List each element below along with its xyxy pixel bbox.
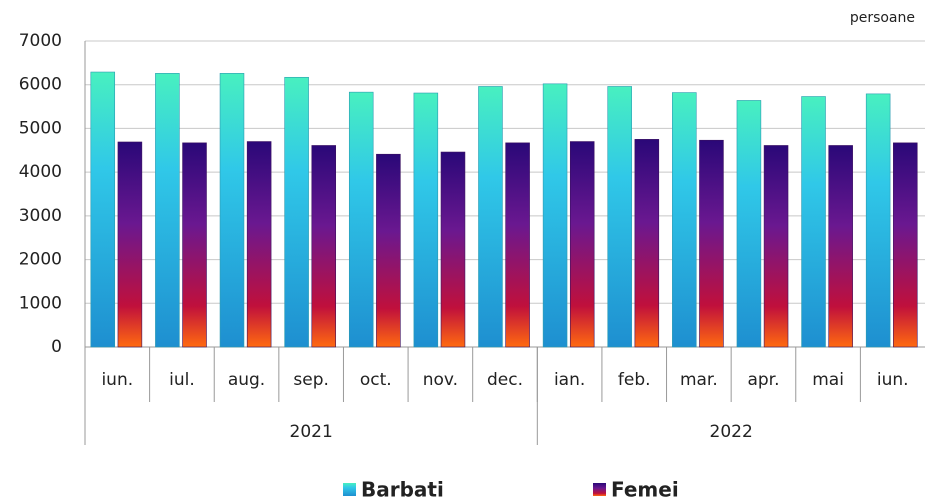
x-tick-label: oct. xyxy=(360,370,392,390)
bar xyxy=(246,141,272,348)
group-label: 2022 xyxy=(710,422,753,442)
bar xyxy=(376,153,401,348)
x-tick-label: mai xyxy=(812,370,844,390)
bar xyxy=(634,139,660,348)
unit-label: persoane xyxy=(850,10,915,26)
bar xyxy=(736,100,762,348)
bar xyxy=(182,142,207,348)
x-tick-label: nov. xyxy=(423,370,458,390)
x-tick-label: iul. xyxy=(169,370,195,390)
x-tick-label: dec. xyxy=(487,370,523,390)
bar xyxy=(219,73,245,348)
bar xyxy=(763,145,789,348)
x-tick-label: iun. xyxy=(101,370,133,390)
legend-swatch xyxy=(343,483,356,496)
bar xyxy=(828,145,853,348)
y-tick-label: 1000 xyxy=(19,293,62,313)
y-tick-label: 0 xyxy=(51,337,62,357)
legend-swatch xyxy=(593,483,606,496)
bar xyxy=(607,86,632,348)
bar xyxy=(672,92,697,348)
group-label: 2021 xyxy=(290,422,333,442)
bar xyxy=(801,96,826,348)
legend-label: Femei xyxy=(611,478,679,502)
bar xyxy=(284,76,309,348)
bar xyxy=(155,73,180,348)
x-tick-label: apr. xyxy=(747,370,779,390)
bar xyxy=(90,71,116,348)
bar xyxy=(440,151,466,348)
x-tick-label: feb. xyxy=(618,370,651,390)
bar xyxy=(348,91,374,348)
bar xyxy=(505,142,530,348)
y-tick-label: 7000 xyxy=(19,31,62,51)
y-tick-label: 2000 xyxy=(19,250,62,270)
y-tick-label: 4000 xyxy=(19,162,62,182)
bar xyxy=(893,142,918,348)
x-tick-label: sep. xyxy=(293,370,329,390)
y-tick-label: 3000 xyxy=(19,206,62,226)
x-tick-label: ian. xyxy=(554,370,585,390)
y-tick-label: 5000 xyxy=(19,118,62,138)
legend-label: Barbati xyxy=(361,478,444,502)
bar xyxy=(413,92,439,348)
bar xyxy=(865,93,891,348)
bar xyxy=(117,141,143,348)
bar xyxy=(542,83,568,348)
x-tick-label: aug. xyxy=(228,370,265,390)
x-tick-label: mar. xyxy=(680,370,718,390)
bar xyxy=(478,86,503,348)
bar xyxy=(311,145,337,348)
bar xyxy=(569,141,595,348)
x-tick-label: iun. xyxy=(877,370,909,390)
bar xyxy=(699,139,724,348)
y-tick-label: 6000 xyxy=(19,75,62,95)
